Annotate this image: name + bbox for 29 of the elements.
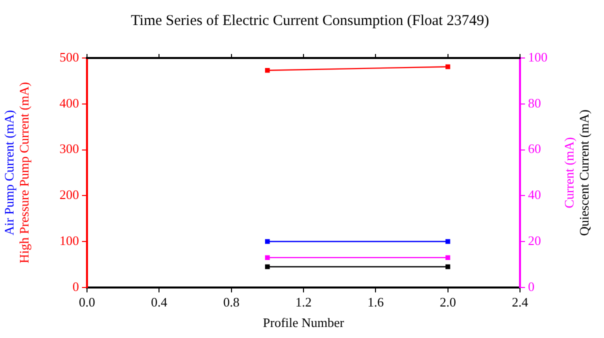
y2-tick-label: 40 — [528, 187, 541, 202]
point — [445, 64, 450, 70]
y-tick-label: 200 — [60, 187, 79, 202]
point — [265, 68, 270, 73]
y2-tick-label: 20 — [528, 232, 541, 248]
y-tick-label: 300 — [60, 141, 79, 156]
x-tick-label: 2.0 — [440, 294, 456, 310]
y-tick-label: 100 — [60, 232, 79, 248]
text: Air Pump Current (mA) — [1, 110, 16, 236]
text: Quiescent Current (mA) — [576, 110, 592, 236]
y-tick-label: 0 — [72, 278, 79, 294]
x-tick-label: 1.2 — [295, 294, 312, 310]
x-tick-label: 0.0 — [78, 294, 96, 310]
y2-tick-label: 100 — [528, 49, 548, 64]
x-axis-title: Profile Number — [262, 314, 345, 330]
chart-title: Time Series of Electric Current Consumption (Float 23749) — [130, 12, 490, 29]
y2-tick-label: 80 — [528, 95, 541, 110]
x-tick-label: 2.4 — [512, 294, 529, 310]
point — [445, 239, 450, 244]
x-tick-label: 0.8 — [223, 294, 240, 310]
y2-tick-label: 60 — [528, 141, 541, 156]
y-tick-label: 500 — [60, 49, 79, 64]
y2-tick-label: 0 — [528, 278, 534, 294]
point — [265, 239, 270, 244]
x-tick-label: 1.6 — [368, 294, 384, 310]
y-tick-label: 400 — [60, 95, 79, 110]
text: Current (mA) — [561, 137, 576, 208]
text: High Pressure Pump Current (mA) — [16, 82, 32, 264]
x-tick-label: 0.4 — [151, 294, 168, 310]
